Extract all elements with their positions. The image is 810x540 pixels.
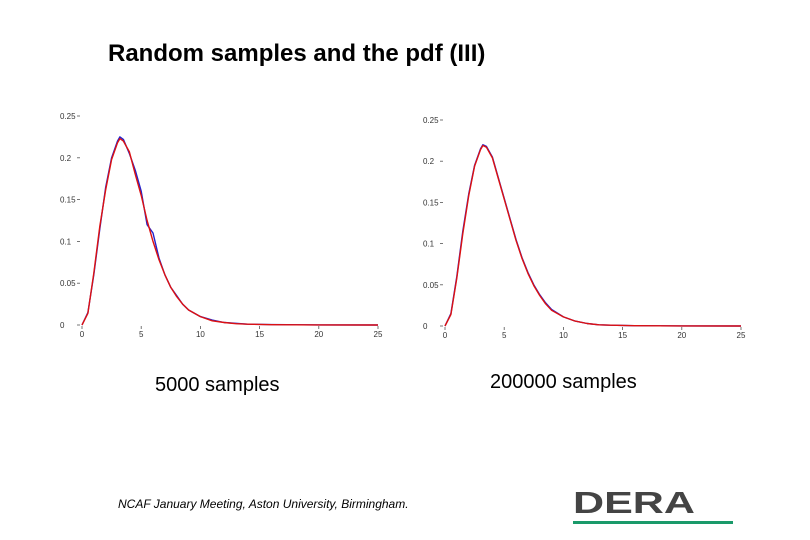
x-tick-label: 5 — [139, 330, 144, 339]
y-tick-label: 0 — [423, 322, 428, 331]
x-tick-label: 15 — [255, 330, 264, 339]
x-tick-label: 0 — [80, 330, 85, 339]
y-tick-label: 0.25 — [423, 116, 439, 125]
x-tick-label: 25 — [737, 331, 746, 340]
chart-5000-samples: 0 0.05 0.1 0.15 0.2 0.25 0 5 10 15 20 25 — [60, 112, 383, 339]
logo-underline — [573, 521, 733, 524]
y-tick-label: 0.2 — [423, 157, 435, 166]
x-tick-label: 15 — [618, 331, 627, 340]
series-line-blue — [81, 136, 379, 326]
y-tick-label: 0.15 — [423, 198, 439, 207]
slide-title: Random samples and the pdf (III) — [108, 40, 486, 67]
caption-5000-samples: 5000 samples — [155, 374, 280, 396]
y-tick-label: 0.1 — [60, 237, 72, 246]
y-tick-label: 0.05 — [423, 281, 439, 290]
y-tick-label: 0.25 — [60, 112, 76, 121]
y-tick-label: 0 — [60, 321, 65, 330]
x-tick-label: 25 — [374, 330, 383, 339]
logo-text: DERA — [573, 486, 695, 520]
caption-200000-samples: 200000 samples — [490, 371, 637, 393]
footer-text: NCAF January Meeting, Aston University, … — [118, 497, 409, 511]
x-tick-label: 10 — [196, 330, 205, 339]
y-tick-label: 0.2 — [60, 154, 72, 163]
chart-200000-samples: 0 0.05 0.1 0.15 0.2 0.25 0 5 10 15 20 25 — [423, 116, 746, 340]
x-tick-label: 20 — [314, 330, 323, 339]
series-line-blue — [444, 143, 742, 327]
dera-logo: DERA — [573, 486, 733, 524]
y-tick-label: 0.15 — [60, 196, 76, 205]
x-tick-label: 10 — [559, 331, 568, 340]
series-line-red — [444, 144, 742, 327]
series-line-red — [81, 137, 379, 326]
y-tick-label: 0.05 — [60, 279, 76, 288]
x-tick-label: 0 — [443, 331, 448, 340]
x-tick-label: 5 — [502, 331, 507, 340]
y-tick-label: 0.1 — [423, 240, 435, 249]
x-tick-label: 20 — [677, 331, 686, 340]
